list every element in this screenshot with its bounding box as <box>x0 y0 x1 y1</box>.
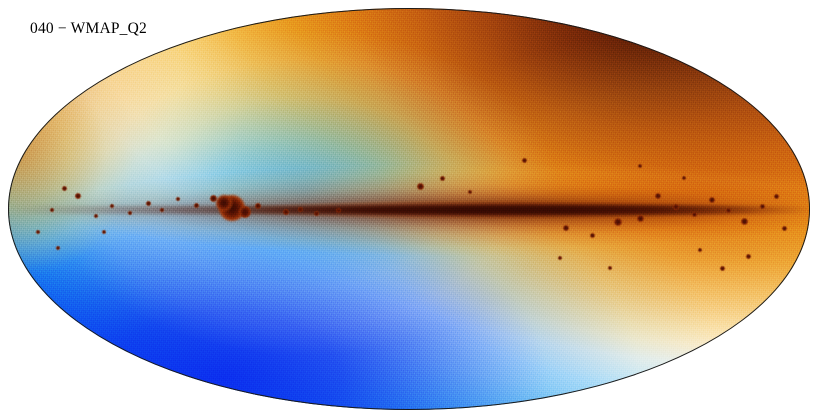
point-source <box>468 190 472 194</box>
point-source <box>740 217 748 225</box>
point-source <box>416 182 424 190</box>
point-source <box>563 225 569 231</box>
point-source <box>745 253 751 259</box>
point-source <box>781 225 787 231</box>
point-source <box>75 193 81 199</box>
point-source <box>102 230 106 234</box>
galactic-plane-spine <box>8 206 810 214</box>
point-source <box>682 176 686 180</box>
point-source <box>283 209 289 215</box>
point-source <box>216 195 232 211</box>
point-source <box>193 202 199 208</box>
point-source <box>50 208 54 212</box>
point-source <box>110 204 114 208</box>
point-source <box>209 194 217 202</box>
point-source <box>691 211 697 217</box>
point-source <box>521 157 527 163</box>
point-source <box>614 218 622 226</box>
point-source <box>255 203 261 209</box>
page-title: 040 − WMAP_Q2 <box>30 20 147 37</box>
mollweide-sky-projection <box>8 8 810 410</box>
point-source <box>725 207 731 213</box>
point-source <box>655 193 661 199</box>
point-source <box>128 211 132 215</box>
point-source <box>239 206 251 218</box>
point-source <box>608 266 612 270</box>
point-source <box>297 206 303 212</box>
point-source <box>589 232 595 238</box>
point-source <box>313 210 319 216</box>
point-source <box>698 248 702 252</box>
point-source <box>673 204 679 210</box>
point-source <box>335 207 341 213</box>
point-source <box>176 197 180 201</box>
pixel-noise-texture <box>8 8 810 410</box>
point-source <box>61 185 67 191</box>
point-source <box>709 197 715 203</box>
point-source <box>56 246 60 250</box>
point-source-layer <box>8 8 810 410</box>
point-source <box>773 193 779 199</box>
point-source <box>558 256 562 260</box>
point-source <box>36 230 40 234</box>
point-source <box>160 208 164 212</box>
point-source <box>719 265 725 271</box>
point-source <box>94 214 98 218</box>
point-source <box>439 175 445 181</box>
pixel-noise-texture-fine <box>8 8 810 410</box>
point-source <box>638 164 642 168</box>
point-source <box>145 200 151 206</box>
point-source <box>759 203 765 209</box>
point-source <box>636 214 644 222</box>
